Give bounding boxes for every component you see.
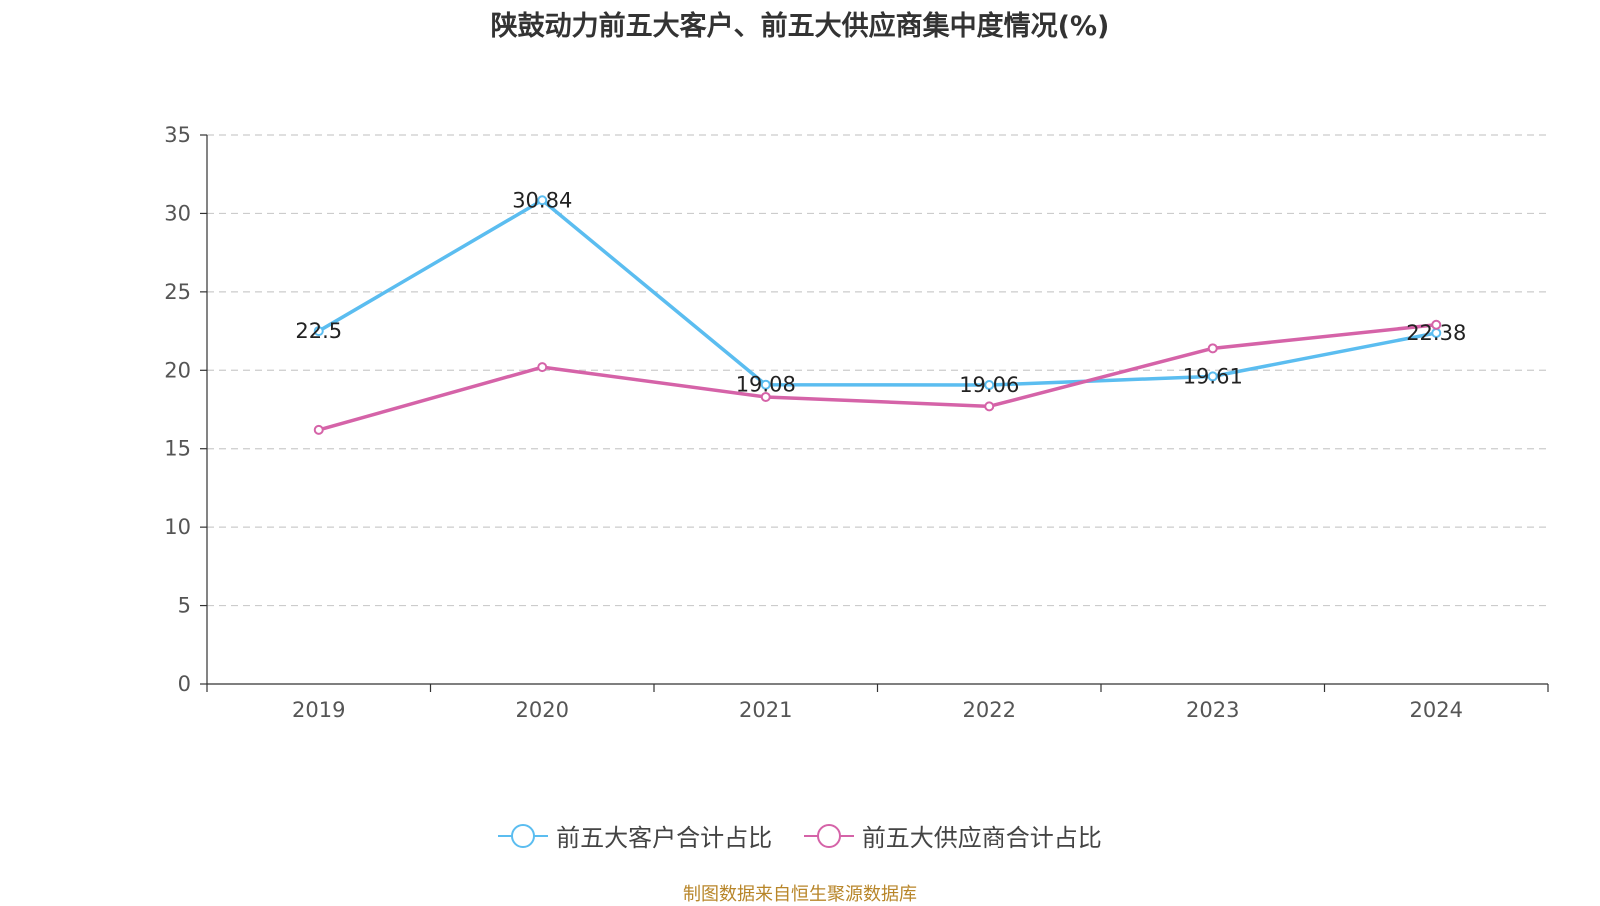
grid-lines (207, 134, 1548, 607)
x-tick-label: 2022 (963, 698, 1016, 722)
legend-label-customers: 前五大客户合计占比 (556, 824, 773, 852)
data-label-customers: 30.84 (512, 188, 572, 212)
x-tick-label: 2021 (739, 698, 792, 722)
y-tick-label: 25 (164, 280, 191, 304)
series-lines (313, 195, 1442, 435)
data-label-customers: 19.61 (1183, 364, 1243, 388)
data-point-customers (760, 379, 771, 390)
data-label-customers: 19.06 (959, 373, 1019, 397)
legend-item-suppliers[interactable]: 前五大供应商合计占比 (803, 818, 1102, 853)
data-label-customers: 19.08 (736, 373, 796, 397)
x-tick-label: 2019 (292, 698, 345, 722)
legend-item-customers[interactable]: 前五大客户合计占比 (498, 818, 772, 853)
y-tick-label: 0 (178, 672, 191, 696)
legend-marker-customers-icon (498, 823, 549, 848)
x-tick-label: 2020 (516, 698, 569, 722)
data-point-suppliers (1207, 343, 1218, 354)
data-point-suppliers (1431, 319, 1442, 330)
y-tick-label: 20 (164, 358, 191, 382)
data-point-suppliers (537, 362, 548, 373)
series-line-suppliers (318, 323, 1437, 432)
x-tick-label: 2024 (1410, 698, 1463, 722)
legend-marker-suppliers-icon (803, 823, 854, 848)
data-label-customers: 22.5 (295, 319, 342, 343)
data-labels: 22.5 30.84 19.08 19.06 19.61 22.38 (295, 188, 1466, 397)
data-point-customers (984, 380, 995, 391)
data-point-customers (1207, 371, 1218, 382)
source-note: 制图数据来自恒生聚源数据库 (683, 884, 917, 905)
data-point-suppliers (760, 391, 771, 402)
data-point-customers (537, 195, 548, 206)
data-point-customers (313, 326, 324, 337)
y-tick-label: 10 (164, 515, 191, 539)
data-point-suppliers (984, 401, 995, 412)
y-tick-label: 15 (164, 437, 191, 461)
data-label-customers: 22.38 (1406, 321, 1466, 345)
series-line-customers (317, 198, 1437, 387)
y-tick-label: 35 (164, 123, 191, 147)
x-tick-label: 2023 (1186, 698, 1239, 722)
legend: 前五大客户合计占比 前五大供应商合计占比 (0, 818, 1600, 854)
chart-title: 陕鼓动力前五大客户、前五大供应商集中度情况(%) (490, 11, 1110, 42)
y-tick-label: 5 (178, 594, 191, 618)
data-point-suppliers (313, 424, 324, 435)
legend-label-suppliers: 前五大供应商合计占比 (861, 824, 1102, 852)
y-tick-label: 30 (164, 201, 191, 225)
axes: 0 5 10 15 20 25 30 35 2019 2020 2021 2022 2023 2024 (164, 123, 1549, 722)
